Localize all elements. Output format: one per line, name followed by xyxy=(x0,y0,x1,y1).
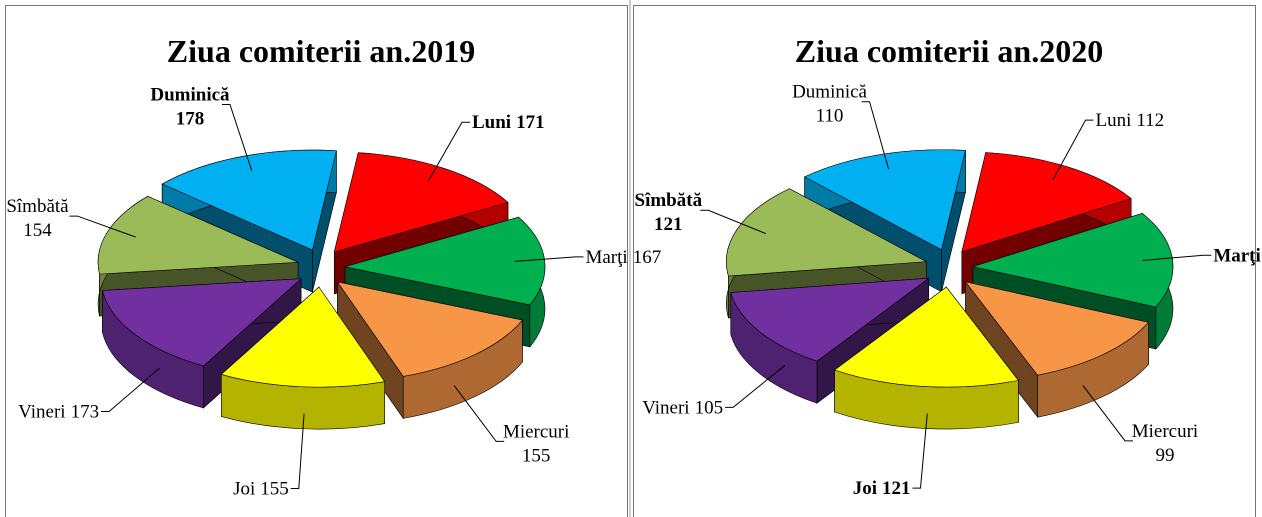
pie-slice xyxy=(730,277,930,362)
data-label: Joi 121 xyxy=(853,478,911,499)
data-label: Duminică 110 xyxy=(792,82,867,127)
category-name: Vineri xyxy=(642,397,689,418)
leader-line xyxy=(290,413,305,490)
category-name: Luni xyxy=(1095,110,1131,131)
data-label: Miercuri 99 xyxy=(1132,421,1198,466)
data-label: Luni 112 xyxy=(1095,110,1164,131)
category-name: Marţi xyxy=(1213,245,1260,266)
leader-line xyxy=(221,104,253,171)
data-label: Miercuri 155 xyxy=(503,421,569,466)
leader-line xyxy=(69,215,136,238)
value-label: 155 xyxy=(522,445,551,466)
data-label: Duminică 178 xyxy=(150,85,230,130)
category-name: Luni xyxy=(472,112,511,133)
chart-title: Ziua comiterii an.2020 xyxy=(795,33,1103,69)
leader-line xyxy=(912,413,928,489)
leader-line xyxy=(101,367,161,413)
leader-line xyxy=(1082,385,1133,442)
chart-title: Ziua comiterii an.2019 xyxy=(167,33,475,69)
data-label: Joi 155 xyxy=(233,479,289,500)
value-label: 173 xyxy=(71,402,100,423)
category-name: Marţi xyxy=(585,247,627,268)
value-label: 155 xyxy=(260,479,289,500)
data-label: Marţi123 xyxy=(1213,245,1262,266)
category-name: Duminică xyxy=(150,85,230,106)
leader-line xyxy=(861,101,890,170)
leader-line xyxy=(427,121,471,182)
category-name: Duminică xyxy=(792,82,867,103)
pie-slice xyxy=(726,188,928,277)
category-name: Miercuri xyxy=(503,421,569,442)
pie-slice xyxy=(971,213,1174,308)
category-name: Sîmbătă xyxy=(635,190,703,211)
category-name: Vineri xyxy=(18,402,65,423)
leader-line xyxy=(1052,119,1094,181)
value-label: 105 xyxy=(695,397,724,418)
data-label: Vineri 173 xyxy=(18,402,99,423)
pie-slice xyxy=(961,152,1132,253)
data-label: Marţi 167 xyxy=(585,247,661,268)
pie-slice xyxy=(336,281,523,377)
value-label: 178 xyxy=(176,109,205,130)
leader-line xyxy=(453,385,505,442)
value-label: 112 xyxy=(1136,110,1164,131)
leader-line xyxy=(1142,254,1212,261)
pie-slice xyxy=(833,286,1019,388)
leader-line xyxy=(700,209,767,235)
left-frame xyxy=(5,5,628,517)
leader-line xyxy=(514,256,584,262)
data-label: Sîmbătă 154 xyxy=(6,196,69,241)
category-name: Joi xyxy=(853,478,877,499)
pie-slice xyxy=(964,281,1150,376)
pie-slice xyxy=(803,149,966,251)
category-name: Joi xyxy=(233,479,255,500)
pie-slice xyxy=(102,278,302,367)
category-name: Miercuri xyxy=(1132,421,1198,442)
pie-slice xyxy=(333,152,509,253)
data-label: Sîmbătă 121 xyxy=(635,190,703,235)
value-label: 99 xyxy=(1155,445,1174,466)
data-label: Luni 171 xyxy=(472,112,545,133)
pie-slice xyxy=(97,195,299,275)
value-label: 167 xyxy=(633,247,662,268)
pie-slice xyxy=(220,286,386,388)
category-name: Sîmbătă xyxy=(6,196,69,217)
value-label: 121 xyxy=(882,478,911,499)
value-label: 154 xyxy=(23,220,52,241)
data-label: Vineri 105 xyxy=(642,397,723,418)
value-label: 121 xyxy=(654,214,683,235)
leader-line xyxy=(725,365,786,408)
pie-slice xyxy=(161,149,337,251)
value-label: 110 xyxy=(816,106,844,127)
pie-slice xyxy=(344,216,546,306)
value-label: 171 xyxy=(516,112,545,133)
right-frame xyxy=(633,5,1256,517)
